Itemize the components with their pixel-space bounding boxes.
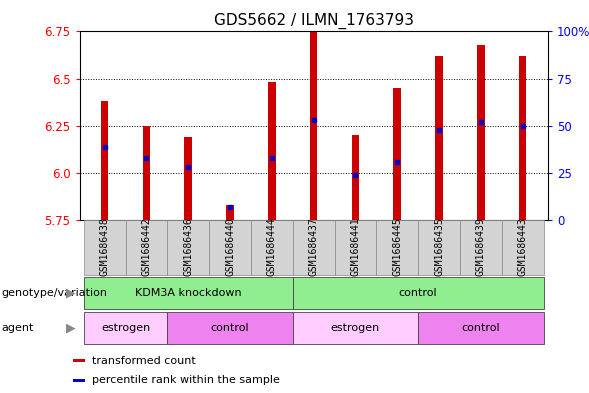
Bar [418,220,460,275]
Text: control: control [399,288,438,298]
Text: GSM1686435: GSM1686435 [434,217,444,276]
Text: estrogen: estrogen [101,323,150,333]
Bar [293,312,418,344]
Text: GSM1686441: GSM1686441 [350,217,360,276]
Text: genotype/variation: genotype/variation [1,288,107,298]
Bar [125,220,167,275]
Bar [72,379,85,382]
Bar [143,126,150,220]
Text: GSM1686438: GSM1686438 [100,217,110,276]
Text: estrogen: estrogen [331,323,380,333]
Bar [376,220,418,275]
Bar [393,88,401,220]
Bar [335,220,376,275]
Bar [519,56,527,220]
Text: GSM1686437: GSM1686437 [309,217,319,276]
Bar [101,101,108,220]
Text: GSM1686445: GSM1686445 [392,217,402,276]
Bar [251,220,293,275]
Bar [184,137,192,220]
Text: ▶: ▶ [66,321,75,335]
Text: GSM1686440: GSM1686440 [225,217,235,276]
Title: GDS5662 / ILMN_1763793: GDS5662 / ILMN_1763793 [214,13,413,29]
Bar [84,312,167,344]
Bar [293,277,544,309]
Bar [460,220,502,275]
Bar [477,45,485,220]
Bar [268,83,276,220]
Text: control: control [211,323,249,333]
Bar [418,312,544,344]
Bar [72,359,85,362]
Text: agent: agent [1,323,34,333]
Text: ▶: ▶ [66,286,75,299]
Bar [352,135,359,220]
Text: GSM1686439: GSM1686439 [476,217,486,276]
Text: percentile rank within the sample: percentile rank within the sample [92,375,280,386]
Bar [167,312,293,344]
Bar [167,220,209,275]
Bar [226,205,234,220]
Bar [293,220,335,275]
Text: transformed count: transformed count [92,356,196,366]
Bar [84,220,125,275]
Text: GSM1686444: GSM1686444 [267,217,277,276]
Bar [209,220,251,275]
Bar [435,56,443,220]
Text: control: control [462,323,500,333]
Bar [84,277,293,309]
Text: GSM1686443: GSM1686443 [518,217,528,276]
Text: GSM1686442: GSM1686442 [141,217,151,276]
Text: GSM1686436: GSM1686436 [183,217,193,276]
Bar [310,31,317,220]
Text: KDM3A knockdown: KDM3A knockdown [135,288,241,298]
Bar [502,220,544,275]
